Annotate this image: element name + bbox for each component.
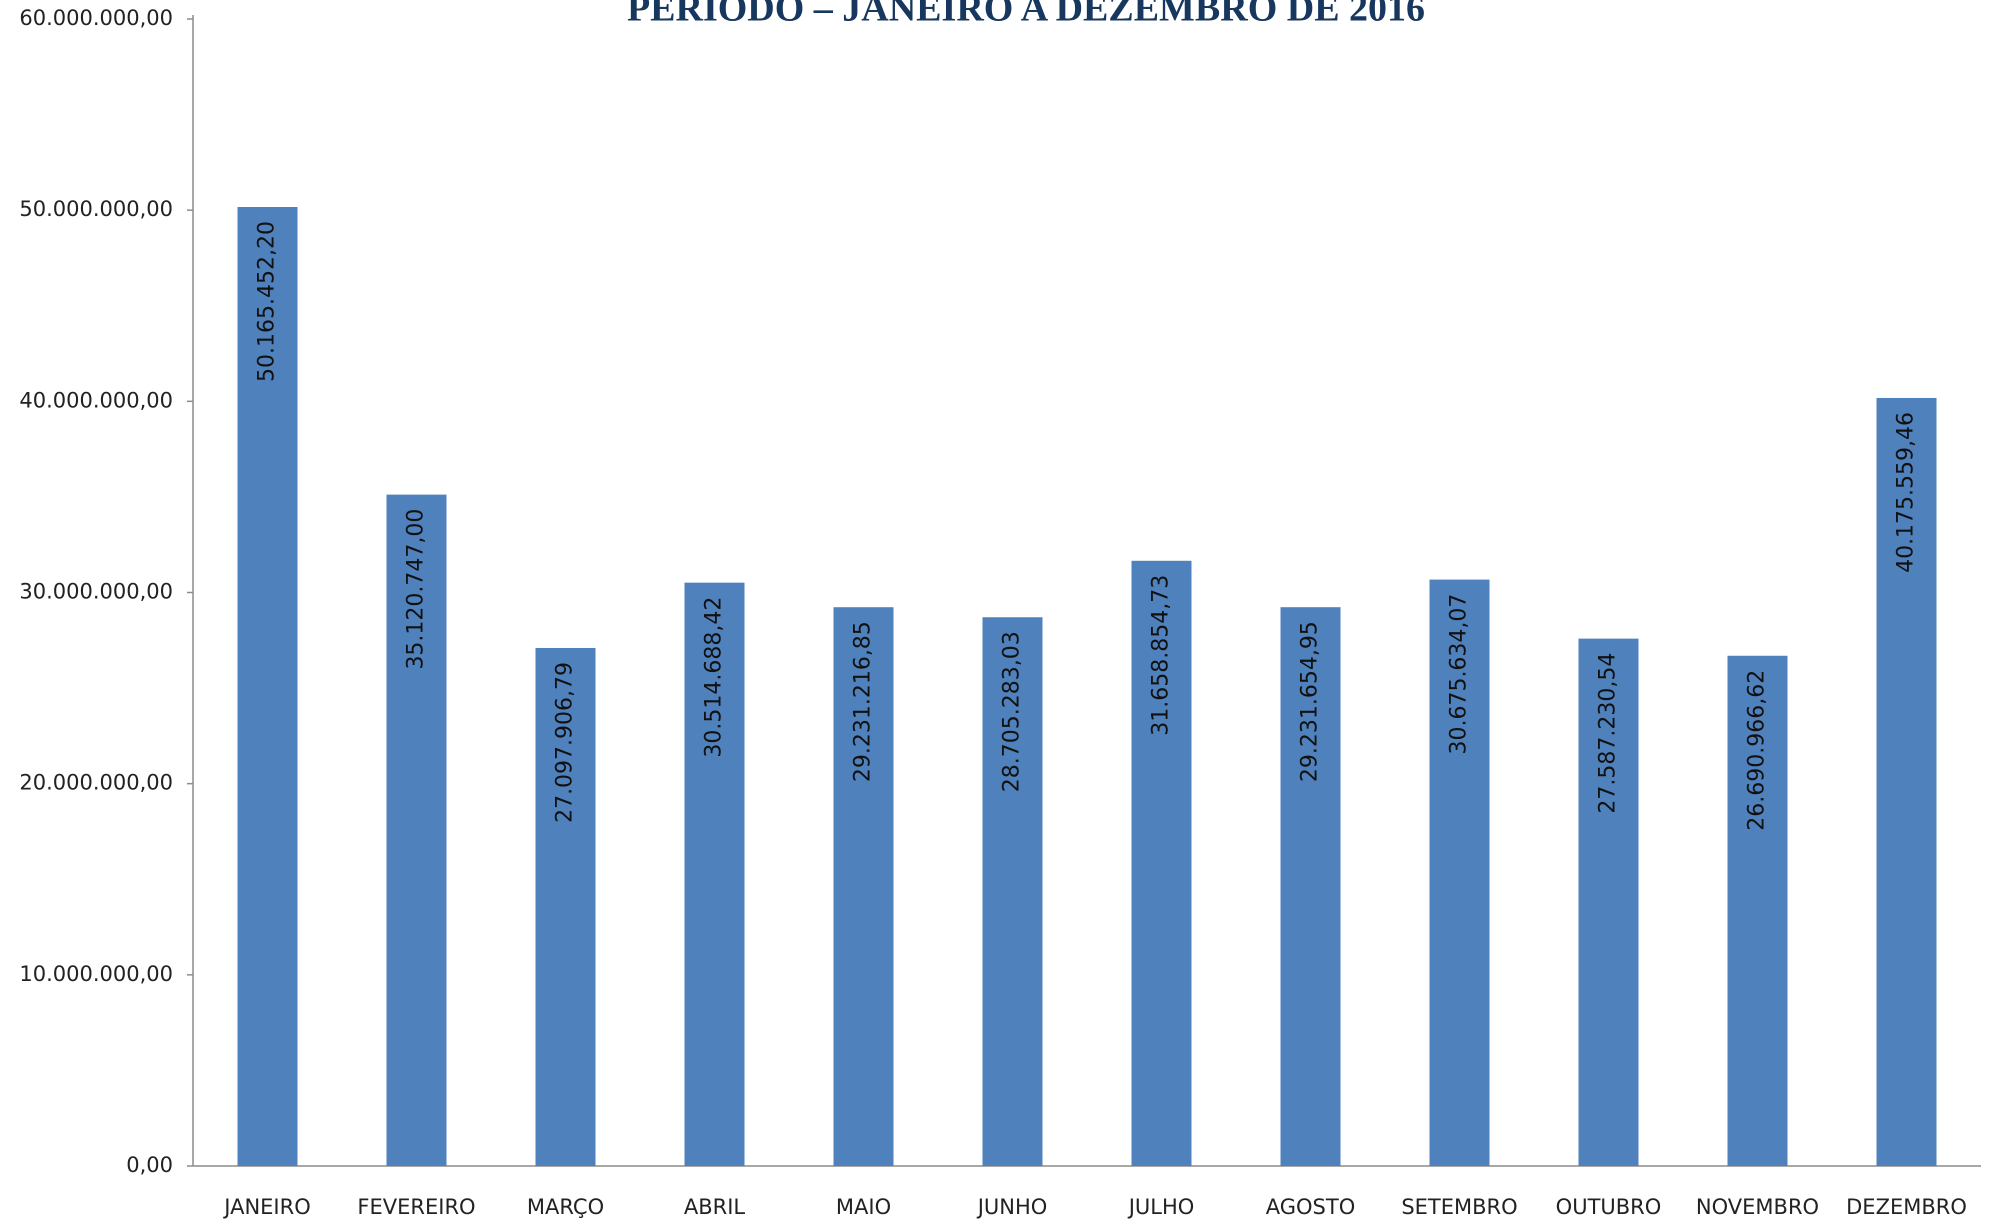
- bar: [982, 617, 1043, 1166]
- value-label: 27.097.906,79: [553, 662, 578, 823]
- x-tick-label: DEZEMBRO: [1846, 1195, 1967, 1219]
- bar: [833, 607, 894, 1166]
- bar: [1578, 638, 1639, 1166]
- y-tick-label: 0,00: [126, 1153, 173, 1177]
- bar: [1429, 579, 1490, 1166]
- x-tick-label: ABRIL: [684, 1195, 746, 1219]
- x-tick-label: FEVEREIRO: [357, 1195, 475, 1219]
- x-tick-label: MAIO: [836, 1195, 891, 1219]
- value-label: 29.231.654,95: [1298, 621, 1323, 782]
- bar: [386, 494, 447, 1166]
- bar: [237, 207, 298, 1166]
- bar: [1280, 607, 1341, 1166]
- value-label: 30.675.634,07: [1447, 594, 1472, 755]
- x-tick-label: SETEMBRO: [1401, 1195, 1517, 1219]
- y-tick-label: 20.000.000,00: [19, 771, 173, 795]
- x-tick-label: MARÇO: [527, 1195, 604, 1219]
- value-label: 30.514.688,42: [702, 597, 727, 758]
- value-label: 26.690.966,62: [1745, 670, 1770, 831]
- chart-title: PERÍODO – JANEIRO A DEZEMBRO DE 2016: [627, 0, 1425, 30]
- x-tick-label: JUNHO: [976, 1195, 1048, 1219]
- x-tick-label: OUTUBRO: [1556, 1195, 1662, 1219]
- bar: [1131, 560, 1192, 1166]
- value-label: 31.658.854,73: [1149, 575, 1174, 736]
- bar: [1727, 655, 1788, 1166]
- x-tick-label: JULHO: [1127, 1195, 1195, 1219]
- bar: [535, 647, 596, 1166]
- bar: [1876, 397, 1937, 1166]
- value-label: 40.175.559,46: [1894, 412, 1919, 573]
- x-tick-label: AGOSTO: [1266, 1195, 1356, 1219]
- value-label: 29.231.216,85: [851, 621, 876, 782]
- value-label: 27.587.230,54: [1596, 653, 1621, 814]
- y-tick-label: 60.000.000,00: [19, 6, 173, 30]
- y-tick-label: 40.000.000,00: [19, 388, 173, 412]
- x-tick-label: JANEIRO: [222, 1195, 310, 1219]
- x-tick-label: NOVEMBRO: [1696, 1195, 1819, 1219]
- bar: [684, 582, 745, 1166]
- value-label: 35.120.747,00: [404, 509, 429, 670]
- value-label: 28.705.283,03: [1000, 631, 1025, 792]
- y-tick-label: 30.000.000,00: [19, 580, 173, 604]
- y-tick-label: 10.000.000,00: [19, 962, 173, 986]
- y-tick-label: 50.000.000,00: [19, 197, 173, 221]
- value-label: 50.165.452,20: [255, 221, 280, 382]
